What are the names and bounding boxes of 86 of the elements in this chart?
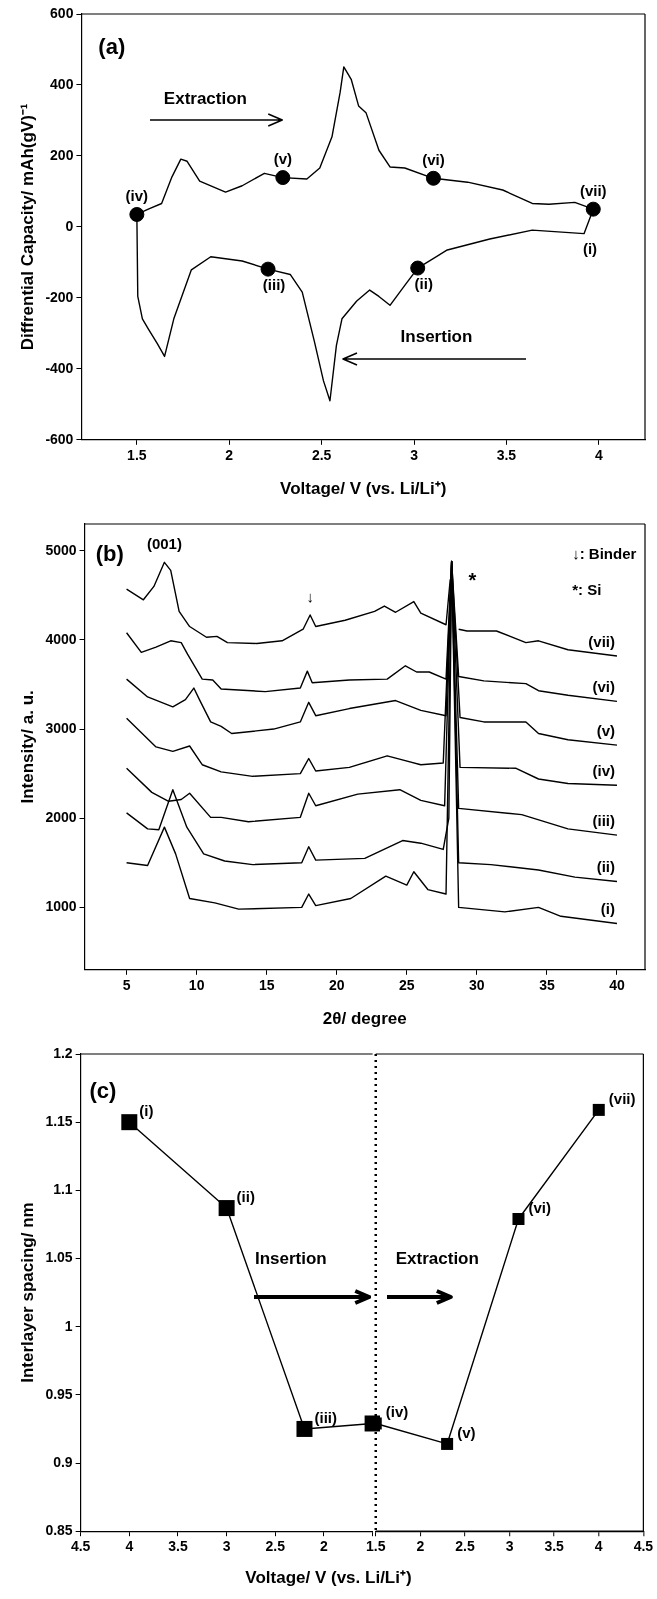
x-tick-label: 35: [539, 977, 555, 994]
annotation: (iii): [314, 1408, 337, 1426]
y-tick-label: 1.15: [45, 1113, 73, 1130]
x-tick-label: 2: [416, 1538, 425, 1555]
series-label: (iv): [592, 761, 615, 779]
y-tick-label: 0.9: [53, 1453, 73, 1470]
x-axis-title: 2θ/ degree: [322, 1009, 407, 1029]
y-axis-title: Intensity/ a. u.: [17, 690, 37, 804]
x-tick-label: 1.5: [127, 447, 147, 464]
x-tick-label: 1.5: [365, 1538, 386, 1555]
annotation: (vii): [608, 1089, 636, 1107]
annotation: *: Si: [572, 581, 602, 599]
x-tick-label: 15: [258, 977, 275, 994]
y-tick-label: 2000: [45, 809, 77, 826]
y-axis-title: Interlayer spacing/ nm: [17, 1202, 37, 1383]
y-tick-label: 400: [50, 75, 74, 92]
series-label: (vii): [588, 632, 615, 650]
x-tick-label: 4: [125, 1538, 134, 1555]
annotation: (vi): [528, 1198, 551, 1216]
x-tick-label: 2.5: [454, 1538, 475, 1555]
y-tick-label: 1.2: [53, 1044, 73, 1061]
x-tick-label: 3: [505, 1538, 514, 1555]
y-tick-label: 0.95: [45, 1385, 73, 1402]
annotation: (v): [456, 1423, 476, 1441]
annotation: (c): [89, 1078, 117, 1104]
annotation: (001): [146, 534, 182, 552]
annotation: ↓: [306, 587, 314, 605]
x-tick-label: 4.5: [70, 1538, 91, 1555]
annotation: (a): [98, 34, 126, 60]
x-tick-label: 25: [399, 977, 415, 994]
x-tick-label: 3.5: [168, 1538, 188, 1555]
series-label: (i): [600, 900, 615, 918]
annotation: *: [468, 569, 477, 592]
y-tick-label: 5000: [45, 541, 77, 558]
x-tick-label: 3: [410, 447, 419, 464]
y-axis-title: Diffrential Capacity/ mAh(gV)⁻¹: [17, 103, 37, 351]
annotation: (i): [582, 240, 598, 258]
annotation: (i): [139, 1101, 154, 1119]
x-tick-label: 30: [469, 977, 485, 994]
y-tick-label: 1000: [45, 898, 77, 915]
y-tick-label: 3000: [45, 719, 77, 736]
y-tick-label: 4000: [45, 630, 77, 647]
y-tick-label: 600: [50, 4, 74, 21]
series-label: (v): [596, 721, 615, 739]
y-tick-label: -600: [45, 430, 74, 447]
annotation: (iii): [262, 275, 286, 293]
x-tick-label: 10: [188, 977, 205, 994]
x-tick-label: 20: [328, 977, 345, 994]
annotation: (b): [95, 541, 124, 567]
y-tick-label: 1: [64, 1317, 73, 1334]
x-tick-label: 2: [225, 447, 234, 464]
x-tick-label: 2.5: [265, 1538, 286, 1555]
x-tick-label: 3: [222, 1538, 231, 1555]
annotation: Extraction: [163, 88, 247, 108]
y-tick-label: 0: [65, 217, 74, 234]
annotation: Insertion: [254, 1248, 327, 1268]
x-tick-label: 2.5: [311, 447, 332, 464]
x-tick-label: 4: [594, 447, 603, 464]
x-tick-label: 5: [122, 977, 131, 994]
y-tick-label: 1.05: [45, 1249, 73, 1266]
x-axis-title: Voltage/ V (vs. Li/Li⁺): [280, 479, 447, 499]
y-tick-label: 1.1: [53, 1181, 73, 1198]
annotation: (vi): [422, 150, 445, 168]
x-tick-label: 4: [594, 1538, 603, 1555]
x-tick-label: 4.5: [633, 1538, 653, 1555]
x-tick-label: 3.5: [544, 1538, 564, 1555]
series-label: (ii): [596, 858, 615, 876]
annotation: (iv): [385, 1403, 408, 1421]
annotation: (vii): [579, 181, 607, 199]
x-axis-title: Voltage/ V (vs. Li/Li⁺): [244, 1567, 413, 1588]
annotation: Insertion: [400, 327, 473, 347]
annotation: (iv): [125, 187, 149, 205]
x-tick-label: 2: [320, 1538, 329, 1555]
y-tick-label: -200: [45, 288, 74, 305]
annotation: (ii): [414, 274, 433, 292]
y-tick-label: 200: [50, 146, 74, 163]
x-tick-label: 3.5: [496, 447, 517, 464]
annotation: (ii): [236, 1187, 255, 1205]
y-tick-label: -400: [45, 359, 74, 376]
y-tick-label: 0.85: [45, 1522, 73, 1539]
series-label: (iii): [592, 811, 615, 829]
series-label: (vi): [592, 678, 615, 696]
annotation: ↓: Binder: [572, 545, 637, 563]
x-tick-label: 40: [609, 977, 625, 994]
annotation: Extraction: [395, 1248, 479, 1268]
annotation: (v): [273, 150, 292, 168]
